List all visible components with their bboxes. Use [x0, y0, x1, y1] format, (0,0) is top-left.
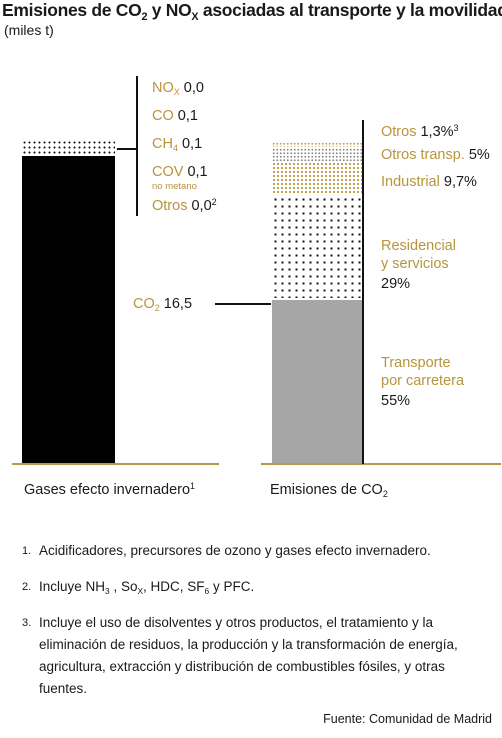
label-ch4: CH4 0,1 — [152, 136, 203, 154]
chart-title: Emisiones de CO2 y NOX asociadas al tran… — [2, 0, 502, 23]
right-baseline — [261, 463, 501, 465]
label-co: CO 0,1 — [152, 108, 198, 124]
label-residencial-1: Residencial — [381, 238, 456, 254]
bar-segment-co2 — [22, 156, 115, 464]
label-transporte-1: Transporte — [381, 355, 451, 371]
label-transporte-2: por carretera — [381, 373, 465, 389]
bar-segment-industrial — [272, 162, 362, 195]
bar-segment-otros — [272, 142, 362, 147]
chart-subtitle: (miles t) — [4, 22, 54, 38]
value-residencial: 29% — [381, 276, 411, 292]
bar-segment-other-gases — [22, 140, 115, 155]
label-cov: COV 0,1 — [152, 164, 208, 180]
bracket-line — [136, 76, 138, 216]
bar-segment-residencial — [272, 196, 362, 298]
bar-segment-transporte — [272, 300, 362, 464]
label-industrial: Industrial 9,7% — [381, 174, 477, 190]
label-nox: NOX 0,0 — [152, 80, 204, 98]
bar-segment-otros-transp — [272, 148, 362, 161]
xlabel-left: Gases efecto invernadero1 — [24, 481, 196, 498]
label-cov-note: no metano — [152, 181, 197, 192]
label-residencial-2: y servicios — [381, 256, 449, 272]
co2-connector — [215, 303, 271, 305]
source-credit: Fuente: Comunidad de Madrid — [323, 712, 492, 726]
xlabel-right: Emisiones de CO2 — [270, 482, 388, 500]
right-bracket-line — [362, 120, 364, 464]
bracket-connector — [117, 148, 137, 150]
label-otros-transp: Otros transp. 5% — [381, 147, 490, 163]
label-otros-left: Otros 0,02 — [152, 197, 217, 214]
label-co2: CO2 16,5 — [133, 296, 193, 314]
label-otros-right: Otros 1,3%3 — [381, 123, 459, 140]
left-baseline — [12, 463, 219, 465]
value-transporte: 55% — [381, 393, 411, 409]
